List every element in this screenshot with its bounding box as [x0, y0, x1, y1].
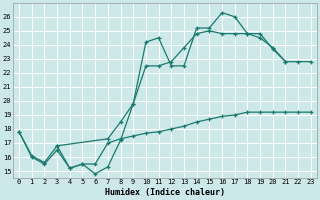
X-axis label: Humidex (Indice chaleur): Humidex (Indice chaleur)	[105, 188, 225, 197]
